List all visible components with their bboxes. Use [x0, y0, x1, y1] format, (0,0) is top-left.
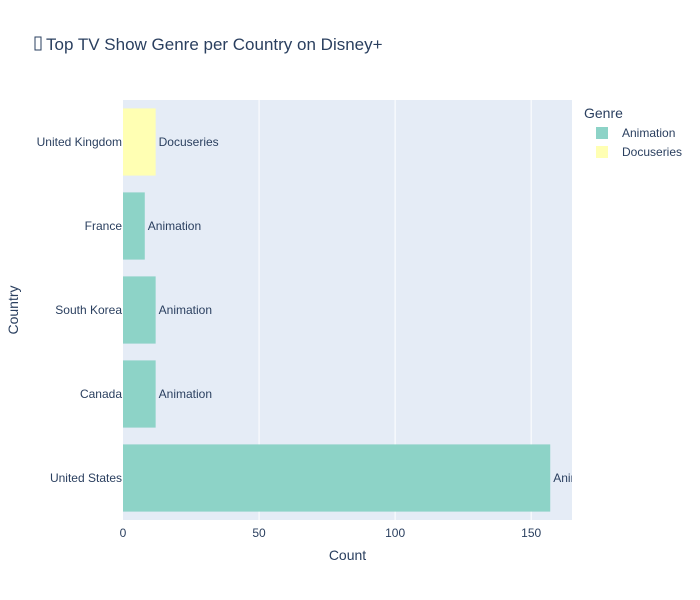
y-tick-label: United Kingdom — [37, 135, 122, 149]
bar-label: Animation — [159, 387, 212, 401]
x-tick-label: 0 — [120, 526, 127, 540]
legend-swatch — [596, 146, 608, 158]
bar-label: Docuseries — [159, 135, 219, 149]
y-tick-label: Canada — [80, 387, 122, 401]
chart-title-text: Top TV Show Genre per Country on Disney+ — [46, 35, 383, 54]
y-tick-label: France — [85, 219, 123, 233]
y-tick-label: South Korea — [55, 303, 122, 317]
legend: Genre Animation Docuseries — [584, 105, 682, 159]
bars — [123, 108, 551, 512]
bar — [123, 360, 156, 428]
x-axis-title: Count — [329, 547, 366, 563]
bar-labels: Docuseries Animation Animation Animation Ani… — [148, 135, 606, 485]
y-tick-labels: United Kingdom France South Korea Canada Uni… — [37, 135, 123, 485]
chart-title: Top TV Show Genre per Country on Disney+ — [34, 35, 383, 54]
x-tick-label: 50 — [252, 526, 266, 540]
bar — [123, 192, 145, 260]
legend-title: Genre — [584, 105, 623, 121]
bar-label: Animation — [553, 471, 606, 485]
legend-swatch — [596, 127, 608, 139]
tv-icon — [34, 36, 42, 51]
y-tick-label: United States — [50, 471, 122, 485]
x-tick-label: 150 — [521, 526, 541, 540]
bar — [123, 276, 156, 344]
x-tick-labels: 0 50 100 150 — [120, 526, 542, 540]
x-tick-label: 100 — [385, 526, 405, 540]
legend-label: Animation — [622, 126, 675, 140]
bar-label: Animation — [148, 219, 201, 233]
bar-label: Animation — [159, 303, 212, 317]
bar — [123, 108, 156, 176]
y-axis-title: Country — [5, 285, 21, 334]
legend-label: Docuseries — [622, 145, 682, 159]
bar — [123, 444, 551, 512]
